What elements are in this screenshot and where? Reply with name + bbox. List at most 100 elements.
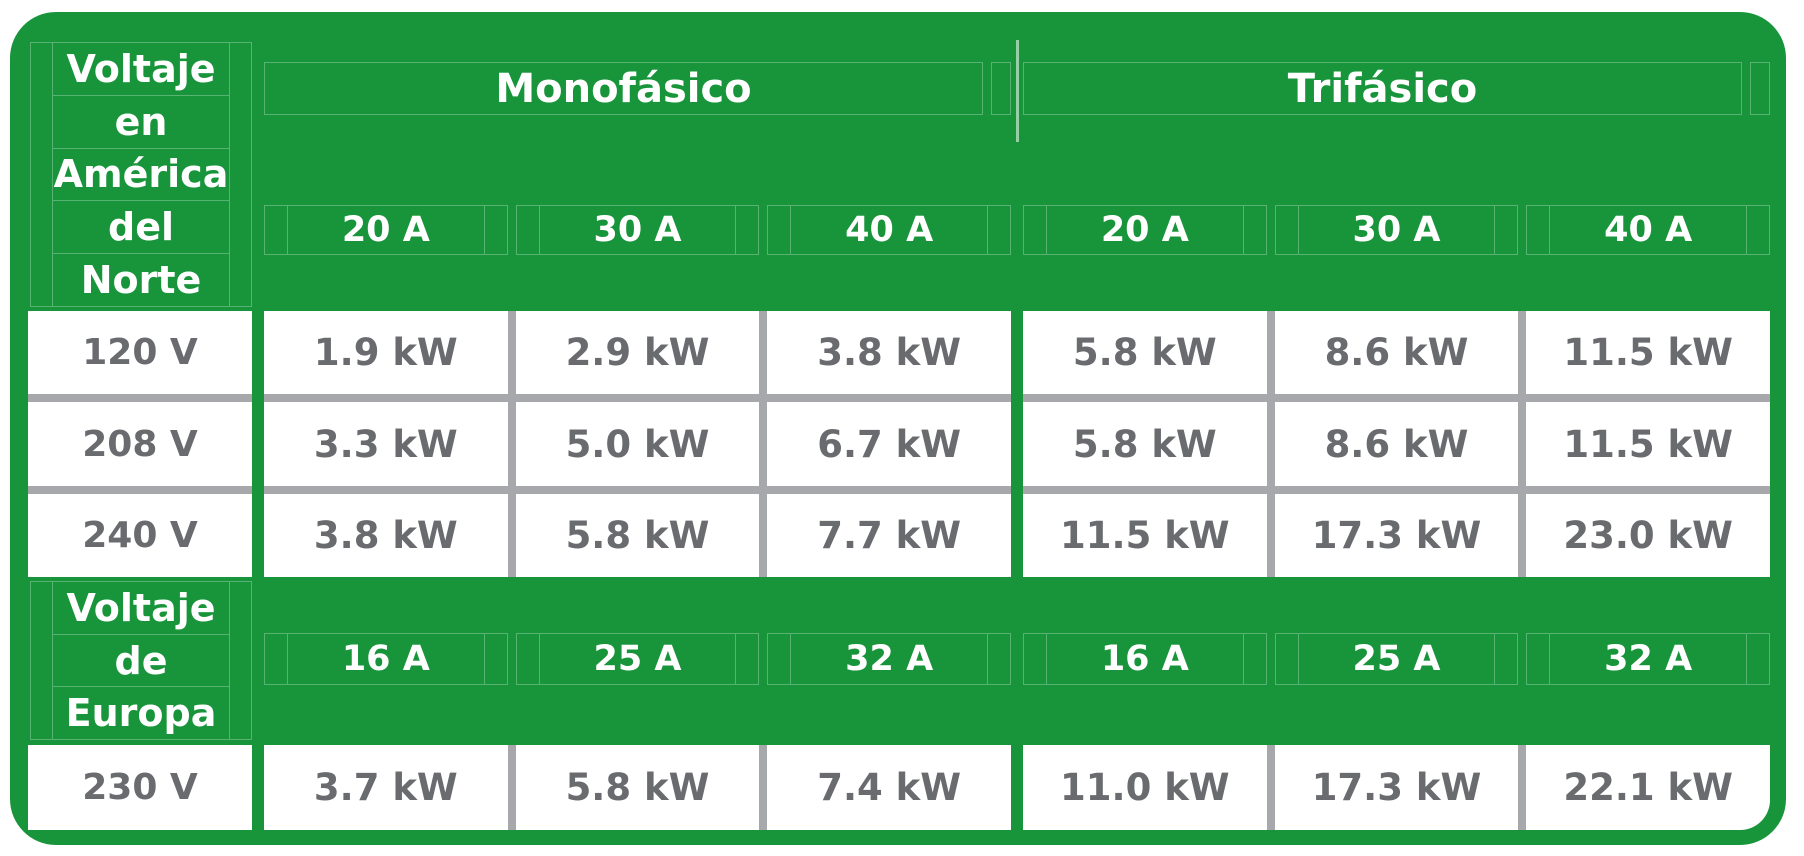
header-strip [515, 634, 540, 684]
amp-header-cell: 25 A [515, 633, 760, 685]
amp-header-cell: 16 A [264, 633, 508, 685]
header-strip [1746, 206, 1770, 254]
header-strip [1242, 206, 1267, 254]
voltage-cell: 120 V [28, 311, 252, 394]
kw-cell: 11.5 kW [1023, 494, 1267, 577]
kw-cell: 8.6 kW [1274, 311, 1519, 394]
amp-label: 40 A [1604, 210, 1693, 250]
header-strip [515, 206, 540, 254]
amp-header-cell: 30 A [1274, 205, 1519, 255]
header-word: Europa [65, 691, 217, 736]
monophase-label: Monofásico [264, 62, 983, 115]
kw-cell: 6.7 kW [767, 402, 1011, 486]
amp-header-cell: 40 A [767, 205, 1011, 255]
header-strip [1494, 634, 1519, 684]
kw-cell: 3.3 kW [264, 402, 508, 486]
amp-header-cell: 32 A [767, 633, 1011, 685]
amp-label: 30 A [593, 210, 682, 250]
row-separator [28, 486, 252, 494]
kw-cell: 3.8 kW [767, 311, 1011, 394]
kw-cell: 17.3 kW [1274, 494, 1519, 577]
column-separator [1266, 402, 1275, 486]
amp-label: 25 A [593, 639, 682, 679]
amp-label: 16 A [341, 639, 430, 679]
row-separator [1023, 394, 1770, 402]
row-separator [264, 486, 1011, 494]
kw-cell: 17.3 kW [1274, 745, 1519, 830]
column-separator [1266, 745, 1275, 830]
triphase-label: Trifásico [1023, 62, 1742, 115]
na-voltage-header: Voltaje en América del Norte [30, 42, 252, 307]
column-separator [1518, 311, 1527, 394]
header-word: del [53, 201, 229, 255]
kw-cell: 5.8 kW [515, 745, 760, 830]
kw-cell: 5.8 kW [1023, 311, 1267, 394]
header-strip [264, 206, 288, 254]
header-strip [1023, 206, 1047, 254]
header-strip [1750, 62, 1770, 115]
column-separator [1518, 494, 1527, 577]
header-word: América [53, 149, 229, 202]
kw-cell: 11.5 kW [1526, 311, 1770, 394]
amp-header-cell: 25 A [1274, 633, 1519, 685]
phase-divider-line [1015, 40, 1019, 142]
header-word: de [53, 635, 229, 688]
kw-cell: 8.6 kW [1274, 402, 1519, 486]
header-strip [735, 634, 760, 684]
column-separator [507, 745, 516, 830]
header-word: en [53, 96, 229, 149]
kw-cell: 5.8 kW [515, 494, 760, 577]
header-strip [767, 634, 792, 684]
header-strip [987, 206, 1011, 254]
amp-label: 40 A [845, 210, 934, 250]
monophase-group-header: Monofásico [264, 62, 1011, 115]
column-separator [759, 745, 768, 830]
column-separator [1266, 494, 1275, 577]
header-strip [767, 206, 792, 254]
column-separator [1518, 402, 1527, 486]
header-strip [1526, 206, 1551, 254]
row-separator [264, 394, 1011, 402]
power-table: Voltaje en América del Norte Monofásico … [10, 12, 1786, 845]
kw-cell: 22.1 kW [1526, 745, 1770, 830]
row-separator [1023, 486, 1770, 494]
amp-label: 16 A [1100, 639, 1189, 679]
kw-cell: 23.0 kW [1526, 494, 1770, 577]
eu-voltage-header: Voltaje de Europa [30, 581, 252, 740]
kw-cell: 11.0 kW [1023, 745, 1267, 830]
amp-label: 25 A [1352, 639, 1441, 679]
kw-cell: 3.8 kW [264, 494, 508, 577]
amp-header-cell: 20 A [264, 205, 508, 255]
header-word: Voltaje [53, 582, 229, 635]
amp-header-cell: 40 A [1526, 205, 1770, 255]
kw-cell: 7.7 kW [767, 494, 1011, 577]
header-strip [264, 634, 288, 684]
voltage-cell: 240 V [28, 494, 252, 577]
amp-label: 32 A [1604, 639, 1693, 679]
amp-label: 20 A [1100, 210, 1189, 250]
amp-header-cell: 20 A [1023, 205, 1267, 255]
header-strip [1526, 634, 1551, 684]
header-strip [31, 43, 53, 306]
header-strip [1746, 634, 1770, 684]
column-separator [759, 494, 768, 577]
header-strip [991, 62, 1011, 115]
column-separator [759, 311, 768, 394]
header-strip [1494, 206, 1519, 254]
header-strip [483, 206, 508, 254]
column-separator [759, 402, 768, 486]
header-strip [31, 582, 53, 739]
header-strip [229, 43, 251, 306]
row-separator [28, 394, 252, 402]
column-separator [507, 311, 516, 394]
amp-label: 32 A [845, 639, 934, 679]
header-word: Voltaje [53, 43, 229, 96]
kw-cell: 5.0 kW [515, 402, 760, 486]
eu-voltage-header-words: Voltaje de Europa [53, 582, 229, 739]
header-strip [483, 634, 508, 684]
kw-cell: 11.5 kW [1526, 402, 1770, 486]
amp-label: 30 A [1352, 210, 1441, 250]
amp-header-cell: 30 A [515, 205, 760, 255]
column-separator [507, 402, 516, 486]
